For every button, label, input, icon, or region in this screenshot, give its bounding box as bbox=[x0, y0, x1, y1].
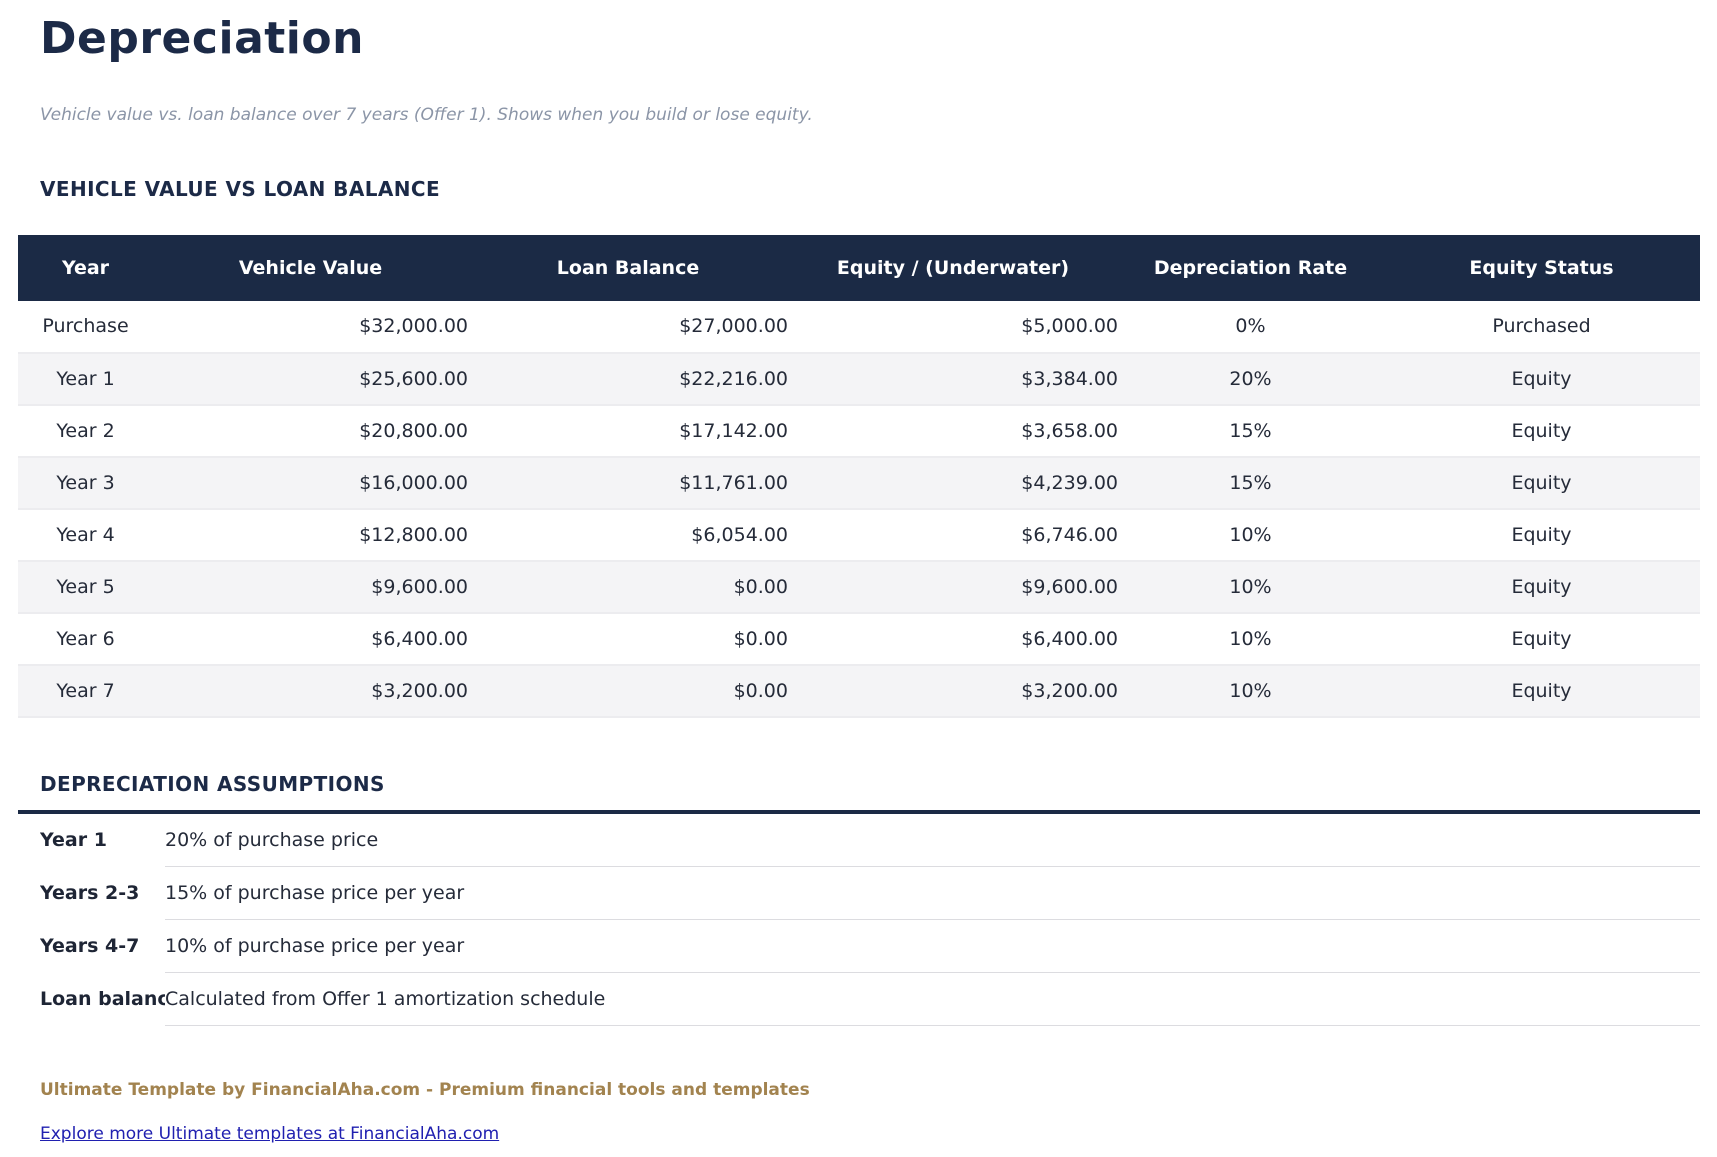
cell-depreciation-rate: 15% bbox=[1118, 404, 1383, 458]
cell-year: Year 6 bbox=[18, 612, 153, 666]
cell-loan-balance: $17,142.00 bbox=[468, 404, 788, 458]
column-header-equity-underwater: Equity / (Underwater) bbox=[788, 234, 1118, 301]
cell-vehicle-value: $16,000.00 bbox=[153, 456, 468, 510]
vehicle-value-loan-balance-table: Year Vehicle Value Loan Balance Equity /… bbox=[18, 234, 1700, 718]
page-title: Depreciation bbox=[40, 13, 364, 64]
cell-year: Year 2 bbox=[18, 404, 153, 458]
cell-equity: $9,600.00 bbox=[788, 560, 1118, 614]
assumption-row: Year 1 20% of purchase price bbox=[40, 814, 1700, 867]
cell-loan-balance: $11,761.00 bbox=[468, 456, 788, 510]
cell-equity: $6,400.00 bbox=[788, 612, 1118, 666]
assumption-label: Year 1 bbox=[40, 828, 107, 851]
cell-equity: $6,746.00 bbox=[788, 508, 1118, 562]
cell-vehicle-value: $25,600.00 bbox=[153, 352, 468, 406]
cell-equity-status: Equity bbox=[1383, 664, 1700, 718]
table-row: Year 2 $20,800.00 $17,142.00 $3,658.00 1… bbox=[18, 404, 1700, 458]
cell-loan-balance: $6,054.00 bbox=[468, 508, 788, 562]
assumption-label: Years 4-7 bbox=[40, 934, 140, 957]
assumption-row: Years 2-3 15% of purchase price per year bbox=[40, 867, 1700, 920]
cell-year: Year 1 bbox=[18, 352, 153, 406]
cell-equity-status: Equity bbox=[1383, 456, 1700, 510]
cell-equity-status: Purchased bbox=[1383, 300, 1700, 354]
cell-equity: $3,200.00 bbox=[788, 664, 1118, 718]
table-row: Year 4 $12,800.00 $6,054.00 $6,746.00 10… bbox=[18, 508, 1700, 562]
assumption-value: 20% of purchase price bbox=[165, 814, 1700, 867]
cell-equity: $4,239.00 bbox=[788, 456, 1118, 510]
cell-depreciation-rate: 10% bbox=[1118, 612, 1383, 666]
assumption-value: 15% of purchase price per year bbox=[165, 867, 1700, 920]
cell-loan-balance: $27,000.00 bbox=[468, 300, 788, 354]
cell-year: Year 4 bbox=[18, 508, 153, 562]
column-header-depreciation-rate: Depreciation Rate bbox=[1118, 234, 1383, 301]
footer-branding-text: Ultimate Template by FinancialAha.com - … bbox=[40, 1079, 810, 1100]
cell-year: Year 3 bbox=[18, 456, 153, 510]
cell-vehicle-value: $9,600.00 bbox=[153, 560, 468, 614]
cell-loan-balance: $0.00 bbox=[468, 560, 788, 614]
cell-year: Year 7 bbox=[18, 664, 153, 718]
assumption-label: Loan balance bbox=[40, 987, 165, 1010]
column-header-year: Year bbox=[18, 234, 153, 301]
table-header-row: Year Vehicle Value Loan Balance Equity /… bbox=[18, 234, 1700, 301]
cell-equity-status: Equity bbox=[1383, 404, 1700, 458]
cell-depreciation-rate: 10% bbox=[1118, 560, 1383, 614]
cell-equity-status: Equity bbox=[1383, 612, 1700, 666]
assumptions-list: Year 1 20% of purchase price Years 2-3 1… bbox=[40, 814, 1700, 1026]
table-row: Year 6 $6,400.00 $0.00 $6,400.00 10% Equ… bbox=[18, 612, 1700, 666]
table-row: Year 5 $9,600.00 $0.00 $9,600.00 10% Equ… bbox=[18, 560, 1700, 614]
cell-loan-balance: $22,216.00 bbox=[468, 352, 788, 406]
cell-year: Purchase bbox=[18, 300, 153, 354]
cell-loan-balance: $0.00 bbox=[468, 664, 788, 718]
table-row: Year 7 $3,200.00 $0.00 $3,200.00 10% Equ… bbox=[18, 664, 1700, 718]
cell-vehicle-value: $6,400.00 bbox=[153, 612, 468, 666]
column-header-equity-status: Equity Status bbox=[1383, 234, 1700, 301]
cell-equity: $3,658.00 bbox=[788, 404, 1118, 458]
page-subtitle: Vehicle value vs. loan balance over 7 ye… bbox=[40, 104, 813, 125]
cell-depreciation-rate: 15% bbox=[1118, 456, 1383, 510]
cell-depreciation-rate: 10% bbox=[1118, 508, 1383, 562]
cell-vehicle-value: $20,800.00 bbox=[153, 404, 468, 458]
cell-equity-status: Equity bbox=[1383, 352, 1700, 406]
section-heading-vehicle-value-vs-loan-balance: VEHICLE VALUE VS LOAN BALANCE bbox=[40, 176, 441, 201]
assumption-row: Years 4-7 10% of purchase price per year bbox=[40, 920, 1700, 973]
depreciation-page: Depreciation Vehicle value vs. loan bala… bbox=[0, 13, 1717, 1157]
assumption-value: 10% of purchase price per year bbox=[165, 920, 1700, 973]
cell-vehicle-value: $12,800.00 bbox=[153, 508, 468, 562]
column-header-loan-balance: Loan Balance bbox=[468, 234, 788, 301]
table-row: Purchase $32,000.00 $27,000.00 $5,000.00… bbox=[18, 300, 1700, 354]
cell-depreciation-rate: 0% bbox=[1118, 300, 1383, 354]
assumption-value: Calculated from Offer 1 amortization sch… bbox=[165, 973, 1700, 1026]
table-row: Year 1 $25,600.00 $22,216.00 $3,384.00 2… bbox=[18, 352, 1700, 406]
cell-equity: $5,000.00 bbox=[788, 300, 1118, 354]
cell-year: Year 5 bbox=[18, 560, 153, 614]
column-header-vehicle-value: Vehicle Value bbox=[153, 234, 468, 301]
cell-loan-balance: $0.00 bbox=[468, 612, 788, 666]
table-row: Year 3 $16,000.00 $11,761.00 $4,239.00 1… bbox=[18, 456, 1700, 510]
assumption-row: Loan balance Calculated from Offer 1 amo… bbox=[40, 973, 1700, 1026]
cell-depreciation-rate: 20% bbox=[1118, 352, 1383, 406]
cell-equity-status: Equity bbox=[1383, 508, 1700, 562]
cell-vehicle-value: $3,200.00 bbox=[153, 664, 468, 718]
section-heading-depreciation-assumptions: DEPRECIATION ASSUMPTIONS bbox=[40, 771, 385, 796]
assumptions-divider-rule bbox=[18, 809, 1700, 814]
cell-vehicle-value: $32,000.00 bbox=[153, 300, 468, 354]
assumption-label: Years 2-3 bbox=[40, 881, 140, 904]
cell-depreciation-rate: 10% bbox=[1118, 664, 1383, 718]
footer-explore-templates-link[interactable]: Explore more Ultimate templates at Finan… bbox=[40, 1123, 500, 1144]
cell-equity-status: Equity bbox=[1383, 560, 1700, 614]
cell-equity: $3,384.00 bbox=[788, 352, 1118, 406]
